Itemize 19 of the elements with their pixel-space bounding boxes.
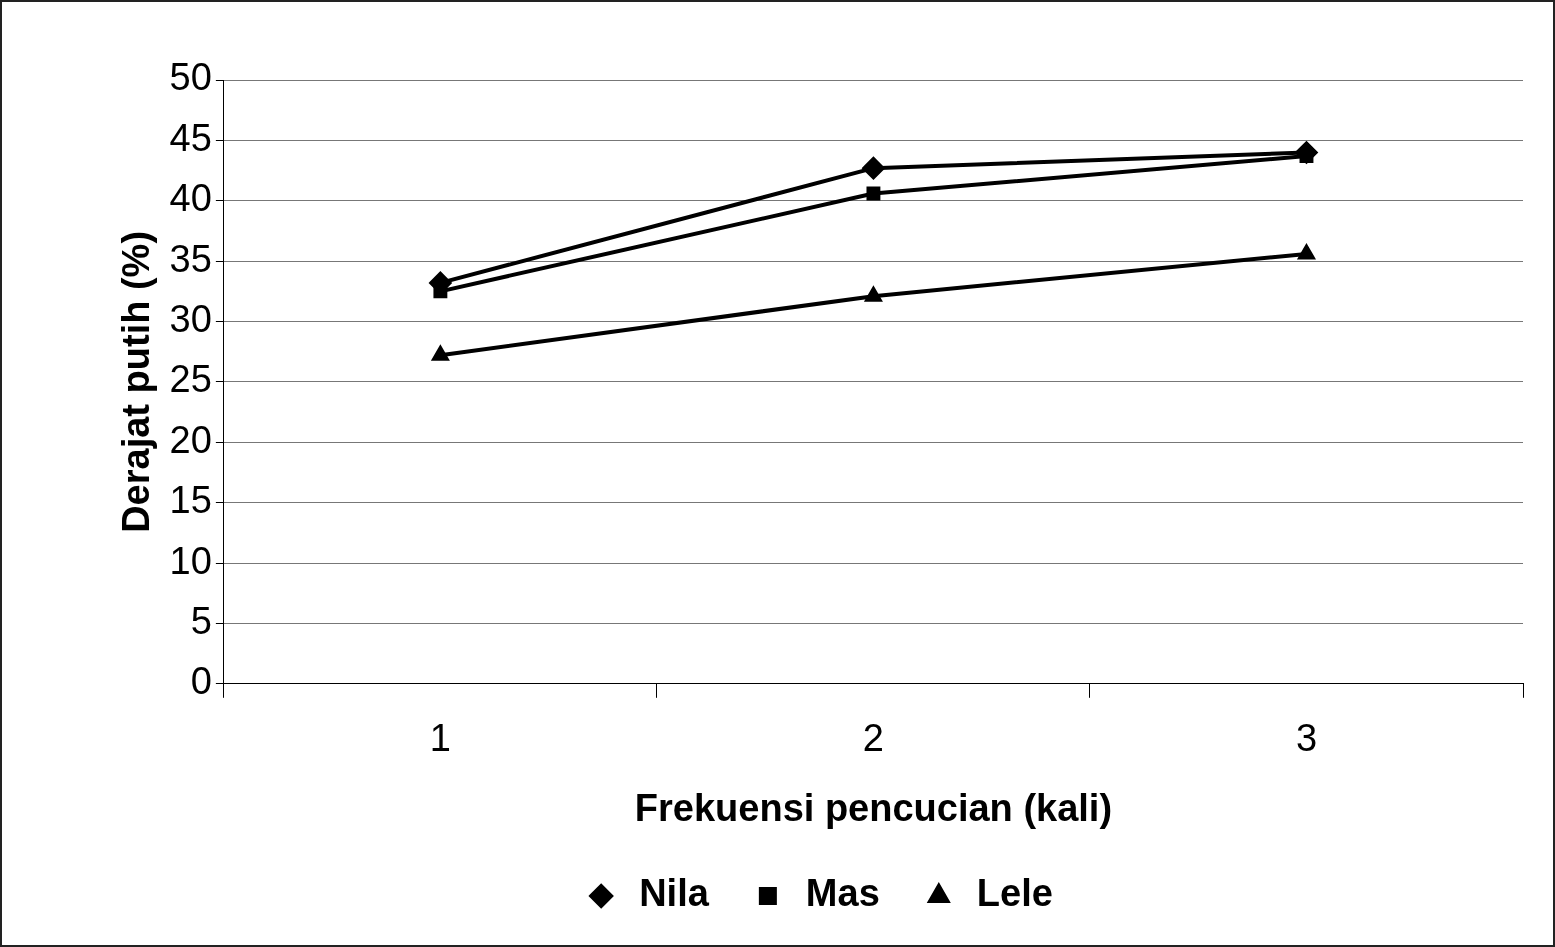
y-tick-label: 5 [190, 599, 212, 642]
x-tick-label: 1 [429, 717, 451, 760]
legend-label: Nila [639, 872, 710, 915]
y-tick-label: 10 [169, 539, 212, 582]
y-tick-label: 50 [169, 56, 212, 99]
y-tick-label: 35 [169, 237, 212, 280]
y-tick-label: 0 [190, 660, 212, 703]
y-tick-label: 45 [169, 116, 212, 159]
legend-label: Mas [805, 872, 880, 915]
y-tick-label: 15 [169, 479, 212, 522]
y-tick-label: 40 [169, 177, 212, 220]
x-tick-label: 2 [862, 717, 884, 760]
legend-label: Lele [976, 872, 1053, 915]
x-axis-title: Frekuensi pencucian (kali) [634, 786, 1113, 829]
y-tick-label: 25 [169, 358, 212, 401]
y-tick-label: 20 [169, 418, 212, 461]
y-axis-title: Derajat putih (%) [115, 230, 158, 533]
y-tick-label: 30 [169, 298, 212, 340]
x-tick-label: 3 [1295, 717, 1318, 760]
